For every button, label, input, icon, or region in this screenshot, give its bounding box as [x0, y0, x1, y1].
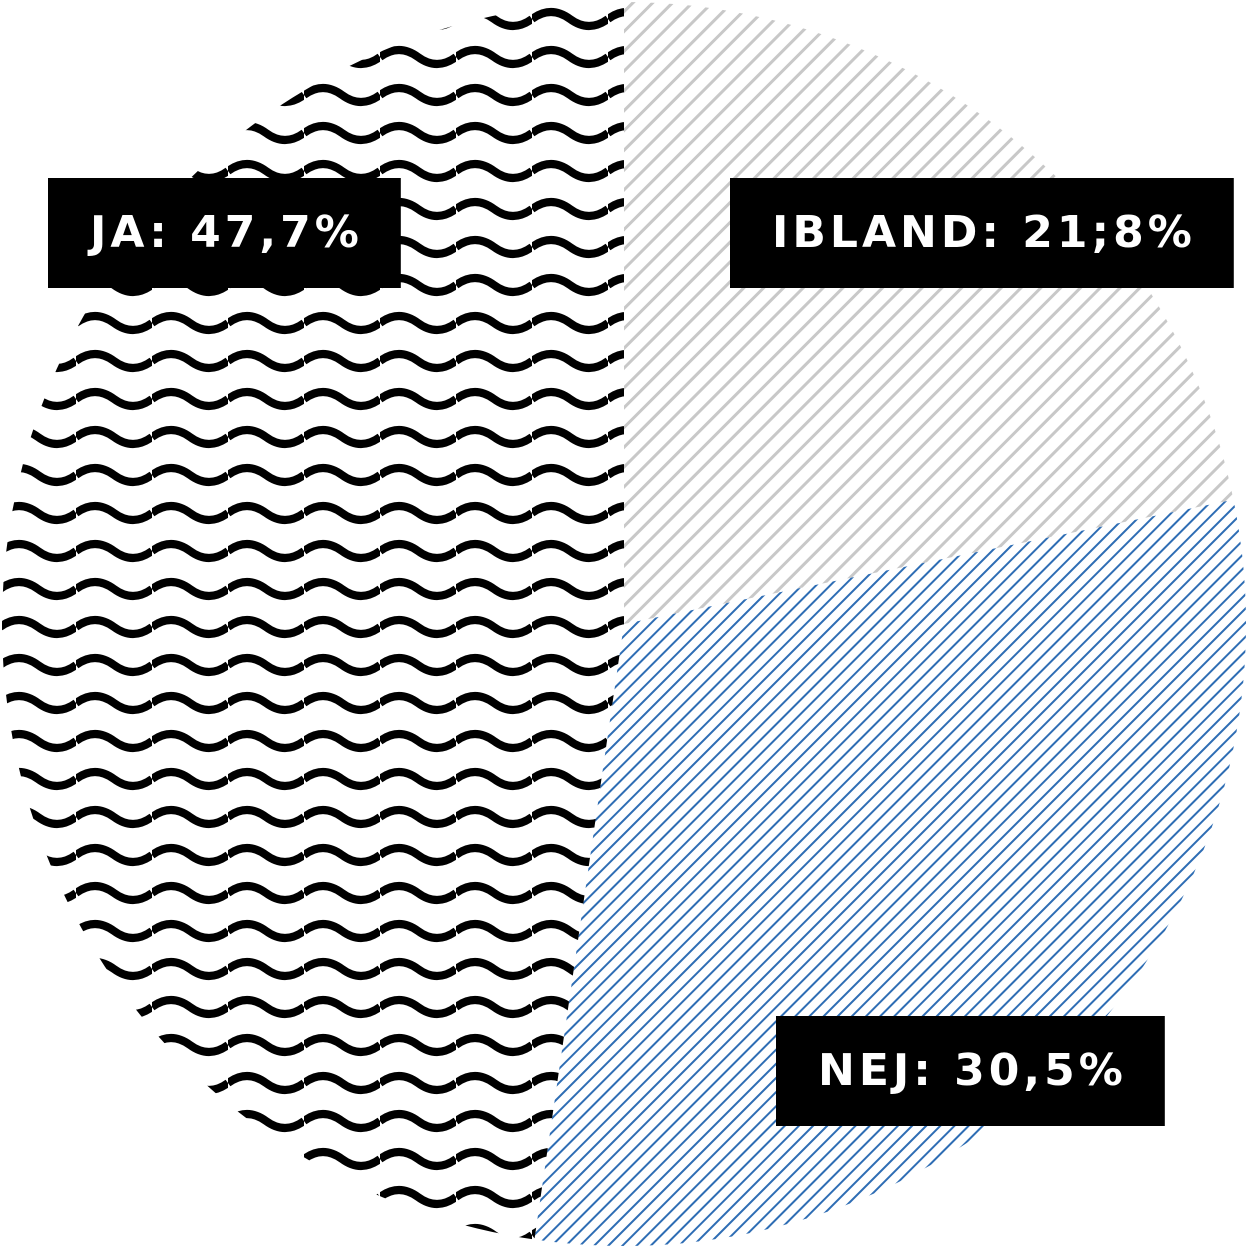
label-box	[730, 178, 1234, 288]
label-box	[776, 1016, 1165, 1126]
data-label: JA: 47,7%	[87, 207, 363, 258]
slice-label: NEJ: 30,5%	[776, 1016, 1165, 1126]
slice-label: IBLAND: 21;8%	[730, 178, 1234, 288]
pie-slice	[624, 2, 1234, 624]
data-label: IBLAND: 21;8%	[772, 207, 1196, 258]
pie-slice	[2, 2, 625, 1240]
data-label: NEJ: 30,5%	[818, 1045, 1127, 1096]
label-box	[48, 178, 401, 288]
slice-label: JA: 47,7%	[48, 178, 401, 288]
